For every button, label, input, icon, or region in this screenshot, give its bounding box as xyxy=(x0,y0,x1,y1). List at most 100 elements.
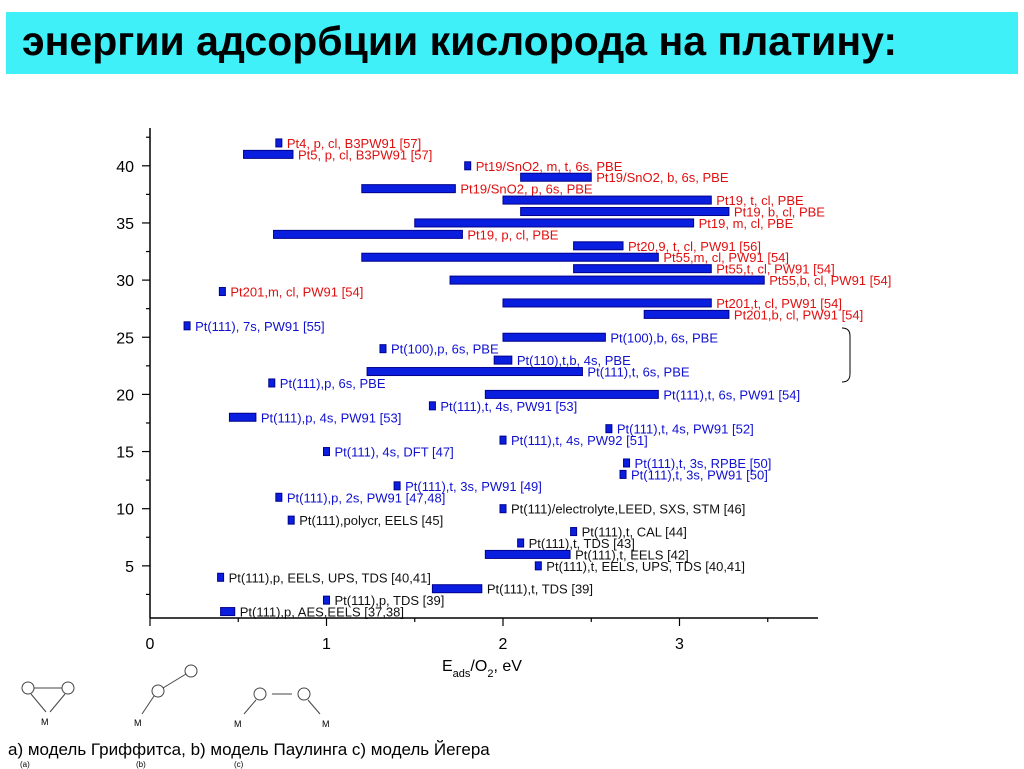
model-c-tag: (c) xyxy=(234,760,244,769)
bar-label: Pt20,9, t, cl, PW91 [56] xyxy=(628,239,761,254)
data-bar xyxy=(502,332,606,342)
bar-label: Pt19/SnO2, p, 6s, PBE xyxy=(460,182,593,197)
bar-label: Pt(111),t, CAL [44] xyxy=(582,525,687,540)
bar-label: Pt(111),t, 4s, PW91 [52] xyxy=(617,422,754,437)
data-bar xyxy=(502,195,712,205)
bar-label: Pt(111),t, 3s, PW91 [50] xyxy=(631,467,768,482)
data-bar xyxy=(484,549,571,559)
data-bar xyxy=(220,607,236,617)
data-bar xyxy=(573,241,624,251)
oxygen-atom-icon xyxy=(253,687,267,701)
data-bar xyxy=(379,344,387,354)
data-bar xyxy=(366,367,583,377)
data-bar xyxy=(499,504,507,514)
data-bar xyxy=(287,515,295,525)
bar-label: Pt55,t, cl, PW91 [54] xyxy=(716,262,835,277)
data-bar xyxy=(499,435,507,445)
bar-label: Pt(111),t, TDS [39] xyxy=(487,582,593,597)
data-bar xyxy=(183,321,191,331)
bar-label: Pt(111),t, EELS [42] xyxy=(575,547,689,562)
bond-line xyxy=(30,693,47,713)
y-tick-label: 10 xyxy=(116,502,134,519)
bar-label: Pt(111),t, 3s, PW91 [49] xyxy=(405,479,542,494)
y-tick-label: 40 xyxy=(116,159,134,176)
metal-label: M xyxy=(322,719,330,729)
data-bar xyxy=(570,527,578,537)
y-tick-label: 30 xyxy=(116,273,134,290)
metal-label: M xyxy=(234,719,242,729)
data-bar xyxy=(323,447,330,457)
bar-label: Pt(111),p, 4s, PW91 [53] xyxy=(261,410,401,425)
bar-label: Pt(111),t, 6s, PW91 [54] xyxy=(663,387,800,402)
data-bar xyxy=(605,424,613,434)
model-a-tag: (a) xyxy=(20,760,30,769)
bond-line xyxy=(243,699,257,715)
bar-label: Pt(111),t, 3s, RPBE [50] xyxy=(635,456,772,471)
data-bar xyxy=(414,218,695,228)
x-axis-label: Eads/O2, eV xyxy=(442,658,522,680)
data-bar xyxy=(217,572,225,582)
data-bar xyxy=(393,481,401,491)
y-tick-label: 5 xyxy=(125,559,134,576)
bond-line xyxy=(307,699,321,715)
data-bar xyxy=(361,252,659,262)
data-bar xyxy=(517,538,525,548)
model-b-tag: (b) xyxy=(136,760,146,769)
bar-label: Pt(111),p, 6s, PBE xyxy=(280,376,386,391)
data-bar xyxy=(534,561,542,571)
data-bar xyxy=(623,458,631,468)
oxygen-atom-icon xyxy=(151,684,165,698)
bar-label: Pt(100),p, 6s, PBE xyxy=(391,342,499,357)
x-tick-label: 3 xyxy=(675,636,684,653)
bar-label: Pt(111), 4s, DFT [47] xyxy=(335,445,454,460)
metal-label: M xyxy=(41,717,49,727)
data-bar xyxy=(275,492,283,502)
data-bar xyxy=(218,287,226,297)
data-bar xyxy=(493,355,513,365)
bar-label: Pt201,t, cl, PW91 [54] xyxy=(716,296,842,311)
bar-label: Pt5, p, cl, B3PW91 [57] xyxy=(298,147,432,162)
x-tick-label: 1 xyxy=(322,636,331,653)
group-bracket xyxy=(841,327,851,383)
bar-label: Pt19, p, cl, PBE xyxy=(467,227,558,242)
y-tick-label: 35 xyxy=(116,216,134,233)
data-bar xyxy=(431,584,483,594)
data-bar xyxy=(502,298,712,308)
bar-label: Pt(111),polycr, EELS [45] xyxy=(299,513,443,528)
data-bar xyxy=(275,138,283,148)
oxygen-atom-icon xyxy=(21,681,35,695)
bar-label: Pt19/SnO2, m, t, 6s, PBE xyxy=(476,159,623,174)
data-bar xyxy=(520,207,730,217)
data-bar xyxy=(449,275,765,285)
title-banner: энергии адсорбции кислорода на платину: xyxy=(6,12,1018,74)
page-title: энергии адсорбции кислорода на платину: xyxy=(22,18,898,64)
bar-label: Pt(111),p, AES,EELS [37,38] xyxy=(240,605,404,620)
bar-label: Pt201,b, cl, PW91 [54] xyxy=(734,307,863,322)
data-bar xyxy=(361,184,456,194)
y-tick-label: 25 xyxy=(116,330,134,347)
oxygen-atom-icon xyxy=(297,687,311,701)
data-bar xyxy=(268,378,276,388)
data-bar xyxy=(619,469,627,479)
bond-line xyxy=(49,693,66,713)
x-tick-label: 2 xyxy=(499,636,508,653)
data-bar xyxy=(273,229,463,239)
metal-label: M xyxy=(134,718,142,728)
bar-label: Pt(111),t, 4s, PW92 [51] xyxy=(511,433,648,448)
bar-label: Pt(111),t, TDS [43] xyxy=(529,536,635,551)
bar-label: Pt(111),p, 2s, PW91 [47,48] xyxy=(287,490,446,505)
y-tick-label: 20 xyxy=(116,387,134,404)
bar-label: Pt(111), 7s, PW91 [55] xyxy=(195,319,325,334)
bar-label: Pt55,b, cl, PW91 [54] xyxy=(769,273,891,288)
data-bar xyxy=(243,149,294,159)
figure-caption: a) модель Гриффитса, b) модель Паулинга … xyxy=(8,740,490,759)
bar-label: Pt(110),t,b, 4s, PBE xyxy=(517,353,631,368)
bar-label: Pt(111),t, 4s, PW91 [53] xyxy=(440,399,577,414)
data-bar xyxy=(228,412,257,422)
bar-label: Pt201,m, cl, PW91 [54] xyxy=(230,285,363,300)
data-bar xyxy=(484,389,659,399)
bar-label: Pt(111),p, TDS [39] xyxy=(335,593,445,608)
bar-label: Pt4, p, cl, B3PW91 [57] xyxy=(287,136,421,151)
data-bar xyxy=(428,401,436,411)
bar-label: Pt19/SnO2, b, 6s, PBE xyxy=(596,170,729,185)
